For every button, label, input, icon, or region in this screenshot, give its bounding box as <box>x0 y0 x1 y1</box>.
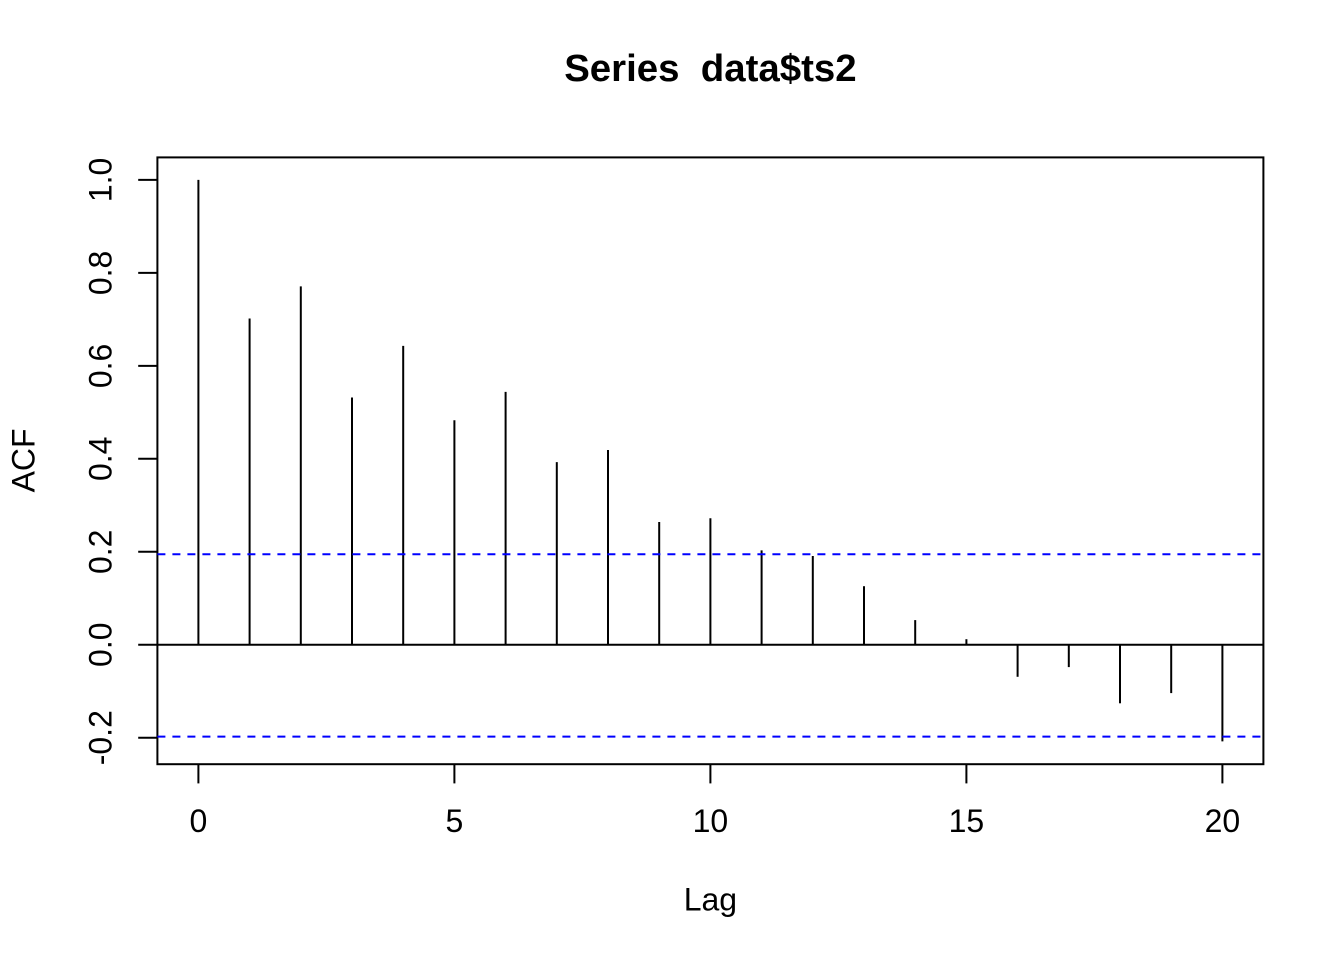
svg-text:10: 10 <box>693 803 729 839</box>
svg-text:0: 0 <box>190 803 208 839</box>
svg-text:0.0: 0.0 <box>83 622 119 666</box>
svg-text:0.6: 0.6 <box>83 344 119 388</box>
svg-text:ACF: ACF <box>6 428 42 492</box>
svg-text:20: 20 <box>1205 803 1241 839</box>
svg-text:Series data$ts2: Series data$ts2 <box>564 47 856 90</box>
svg-text:-0.2: -0.2 <box>83 710 119 765</box>
svg-text:Lag: Lag <box>684 882 737 918</box>
svg-text:1.0: 1.0 <box>83 158 119 202</box>
svg-text:5: 5 <box>446 803 464 839</box>
svg-text:0.8: 0.8 <box>83 251 119 295</box>
svg-text:15: 15 <box>949 803 985 839</box>
svg-text:0.2: 0.2 <box>83 530 119 574</box>
svg-text:0.4: 0.4 <box>83 437 119 481</box>
